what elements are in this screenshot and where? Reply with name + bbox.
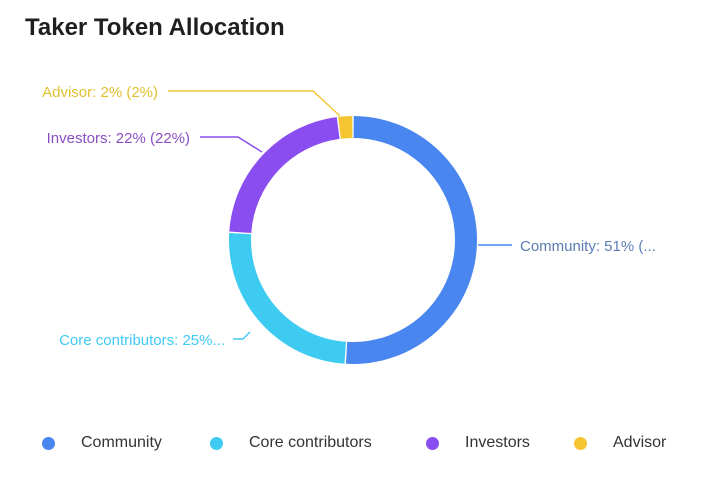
legend-item-core-contributors[interactable]: Core contributors xyxy=(210,434,372,452)
leader-line-advisor xyxy=(168,90,341,117)
legend-label-advisor: Advisor xyxy=(613,434,667,451)
slice-core-contributors[interactable] xyxy=(229,232,346,364)
legend-marker-advisor xyxy=(574,436,587,450)
slice-advisor[interactable] xyxy=(338,116,353,139)
data-label-community: Community: 51% (... xyxy=(520,238,656,255)
data-label-core-contributors: Core contributors: 25%... xyxy=(59,332,225,349)
legend-label-core-contributors: Core contributors xyxy=(249,434,372,451)
chart-title: Taker Token Allocation xyxy=(25,14,285,41)
legend-item-community[interactable]: Community xyxy=(42,434,162,452)
slice-investors[interactable] xyxy=(229,117,340,233)
slice-community[interactable] xyxy=(345,116,477,365)
legend-marker-core-contributors xyxy=(210,436,223,450)
leader-line-investors xyxy=(200,136,263,153)
data-label-advisor: Advisor: 2% (2%) xyxy=(42,84,158,101)
legend-item-advisor[interactable]: Advisor xyxy=(574,434,666,452)
leader-line-core-contributors xyxy=(233,331,251,340)
legend-label-community: Community xyxy=(81,434,162,451)
donut-chart: Community: 51% (... Core contributors: 25… xyxy=(42,84,656,365)
legend-marker-community xyxy=(42,436,55,450)
chart-legend: Community Core contributors Investors Ad… xyxy=(0,434,711,466)
legend-item-investors[interactable]: Investors xyxy=(426,434,530,452)
legend-label-investors: Investors xyxy=(465,434,530,451)
legend-marker-investors xyxy=(426,436,439,450)
data-label-investors: Investors: 22% (22%) xyxy=(47,130,190,147)
